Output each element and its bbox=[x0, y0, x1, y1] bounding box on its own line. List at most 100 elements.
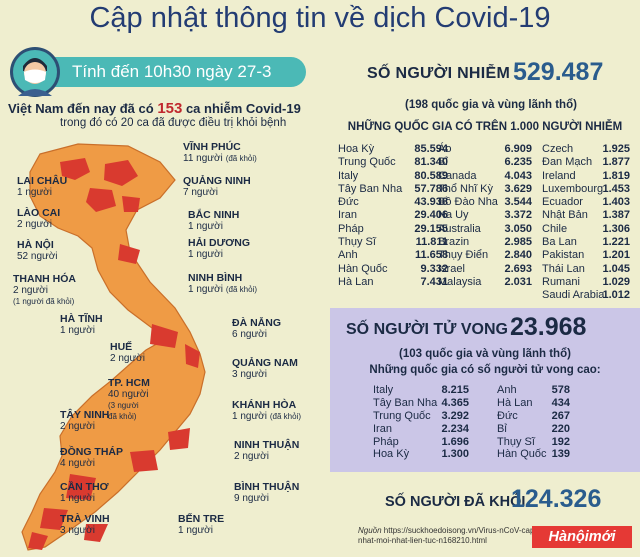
country-value: 85.594 bbox=[414, 143, 448, 155]
country-row: Hàn Quốc 139 bbox=[497, 448, 570, 461]
country-value: 1.877 bbox=[602, 156, 630, 169]
country-row: Ecuador 1.403 bbox=[542, 196, 630, 209]
country-row: Đức 43.938 bbox=[338, 196, 448, 209]
country-name: Trung Quốc bbox=[338, 156, 396, 169]
country-row: Hà Lan 7.431 bbox=[338, 276, 448, 289]
province-bac-ninh: BẮC NINH 1 người bbox=[188, 209, 240, 233]
country-name: Tây Ban Nha bbox=[373, 396, 438, 409]
country-name: Đan Mạch bbox=[542, 156, 593, 169]
country-value: 1.306 bbox=[602, 222, 630, 235]
country-value: 192 bbox=[551, 435, 570, 448]
country-row: Hà Lan 434 bbox=[497, 397, 570, 410]
country-name: Saudi Arabia bbox=[542, 289, 605, 302]
country-value: 1.012 bbox=[602, 289, 630, 302]
infected-total: 529.487 bbox=[513, 58, 604, 86]
country-row: Thụy Điển 2.840 bbox=[438, 249, 532, 262]
recovered-total: 124.326 bbox=[511, 485, 602, 513]
infected-column-1: Hoa Kỳ 85.594 Trung Quốc 81.340 Italy 80.589 T… bbox=[338, 143, 448, 289]
time-banner: Tính đến 10h30 ngày 27-3 bbox=[46, 57, 306, 87]
country-value: 57.786 bbox=[414, 182, 448, 195]
country-name: Bồ Đào Nha bbox=[438, 196, 498, 209]
country-name: Canada bbox=[438, 169, 477, 182]
country-row: Australia 3.050 bbox=[438, 223, 532, 236]
country-value: 1.453 bbox=[602, 182, 630, 195]
country-row: Thổ Nhĩ Kỳ 3.629 bbox=[438, 183, 532, 196]
country-name: Iran bbox=[373, 422, 392, 435]
country-name: Thái Lan bbox=[542, 262, 585, 275]
infected-label: SỐ NGƯỜI NHIỄM bbox=[367, 65, 511, 82]
vietnam-summary: Việt Nam đến nay đã có 153 ca nhiễm Covi… bbox=[8, 100, 301, 117]
country-row: Iran 29.406 bbox=[338, 209, 448, 222]
province-hai-duong: HẢI DƯƠNG 1 người bbox=[188, 237, 251, 261]
country-value: 1.300 bbox=[441, 448, 469, 461]
country-name: Anh bbox=[338, 249, 358, 262]
country-name: Italy bbox=[338, 169, 359, 182]
country-row: Tây Ban Nha 4.365 bbox=[373, 397, 469, 410]
country-value: 3.372 bbox=[504, 209, 532, 222]
country-name: Rumani bbox=[542, 275, 580, 288]
province-tay-ninh: TÂY NINH 2 người bbox=[60, 409, 110, 433]
country-row: Brazin 2.985 bbox=[438, 236, 532, 249]
country-value: 6.909 bbox=[504, 143, 532, 155]
country-value: 29.155 bbox=[414, 222, 448, 235]
country-row: Luxembourg 1.453 bbox=[542, 183, 630, 196]
country-row: Bỉ 6.235 bbox=[438, 156, 532, 169]
country-value: 1.045 bbox=[602, 262, 630, 275]
deaths-column-2: Anh 578 Hà Lan 434 Đức 267 Bỉ 220 Thụy Sĩ 192 Hàn … bbox=[497, 384, 570, 461]
country-value: 220 bbox=[551, 422, 570, 435]
country-name: Na Uy bbox=[438, 209, 469, 222]
country-name: Thổ Nhĩ Kỳ bbox=[438, 182, 494, 195]
country-value: 1.819 bbox=[602, 169, 630, 182]
country-row: Pháp 1.696 bbox=[373, 436, 469, 449]
country-name: Israel bbox=[438, 262, 465, 275]
country-row: Rumani 1.029 bbox=[542, 276, 630, 289]
country-name: Đức bbox=[338, 196, 359, 209]
country-name: Hoa Kỳ bbox=[338, 143, 375, 155]
country-name: Ba Lan bbox=[542, 236, 577, 249]
province-quang-nam: QUẢNG NAM 3 người bbox=[232, 357, 298, 381]
country-name: Bỉ bbox=[497, 422, 507, 435]
country-name: Australia bbox=[438, 222, 481, 235]
country-row: Trung Quốc 81.340 bbox=[338, 156, 448, 169]
country-row: Italy 80.589 bbox=[338, 170, 448, 183]
country-row: Na Uy 3.372 bbox=[438, 209, 532, 222]
country-name: Thụy Sĩ bbox=[497, 435, 535, 448]
country-row: Bỉ 220 bbox=[497, 423, 570, 436]
country-value: 7.431 bbox=[420, 275, 448, 288]
country-value: 1.201 bbox=[602, 249, 630, 262]
country-value: 43.938 bbox=[414, 196, 448, 209]
source-credit[interactable]: Nguồn https://suckhoedoisong.vn/Virus-nC… bbox=[358, 526, 538, 545]
country-row: Anh 11.658 bbox=[338, 249, 448, 262]
country-row: Iran 2.234 bbox=[373, 423, 469, 436]
country-name: Ireland bbox=[542, 169, 576, 182]
country-row: Chile 1.306 bbox=[542, 223, 630, 236]
country-name: Hà Lan bbox=[497, 396, 533, 409]
country-row: Israel 2.693 bbox=[438, 263, 532, 276]
province-dong-thap: ĐỒNG THÁP 4 người bbox=[60, 446, 123, 470]
country-row: Bồ Đào Nha 3.544 bbox=[438, 196, 532, 209]
province-da-nang: ĐÀ NẴNG 6 người bbox=[232, 317, 281, 341]
province-thanh-hoa: THANH HÓA 2 người (1 người đã khỏi) bbox=[13, 273, 76, 307]
country-row: Pakistan 1.201 bbox=[542, 249, 630, 262]
country-value: 1.696 bbox=[441, 435, 469, 448]
country-name: Thụy Sĩ bbox=[338, 236, 376, 249]
country-value: 6.235 bbox=[504, 156, 532, 169]
country-name: Anh bbox=[497, 384, 517, 396]
country-value: 4.365 bbox=[441, 396, 469, 409]
country-name: Italy bbox=[373, 384, 394, 396]
province-ha-tinh: HÀ TĨNH 1 người bbox=[60, 313, 103, 337]
deaths-table-heading: Những quốc gia có số người tử vong cao: bbox=[369, 364, 601, 376]
vietnam-count: 153 bbox=[157, 100, 183, 117]
country-name: Hàn Quốc bbox=[497, 448, 547, 461]
deaths-total: 23.968 bbox=[510, 313, 587, 341]
country-name: Áo bbox=[438, 143, 452, 155]
province-can-tho: CẦN THƠ 1 người bbox=[60, 481, 109, 505]
country-row: Malaysia 2.031 bbox=[438, 276, 532, 289]
country-value: 2.031 bbox=[504, 275, 532, 288]
infected-column-2: Áo 6.909 Bỉ 6.235 Canada 4.043 Thổ Nhĩ Kỳ 3.629… bbox=[438, 143, 532, 289]
country-row: Thái Lan 1.045 bbox=[542, 263, 630, 276]
country-value: 2.693 bbox=[504, 262, 532, 275]
country-name: Iran bbox=[338, 209, 357, 222]
country-row: Thụy Sĩ 11.811 bbox=[338, 236, 448, 249]
province-ninh-binh: NINH BÌNH 1 người (đã khỏi) bbox=[188, 272, 257, 296]
